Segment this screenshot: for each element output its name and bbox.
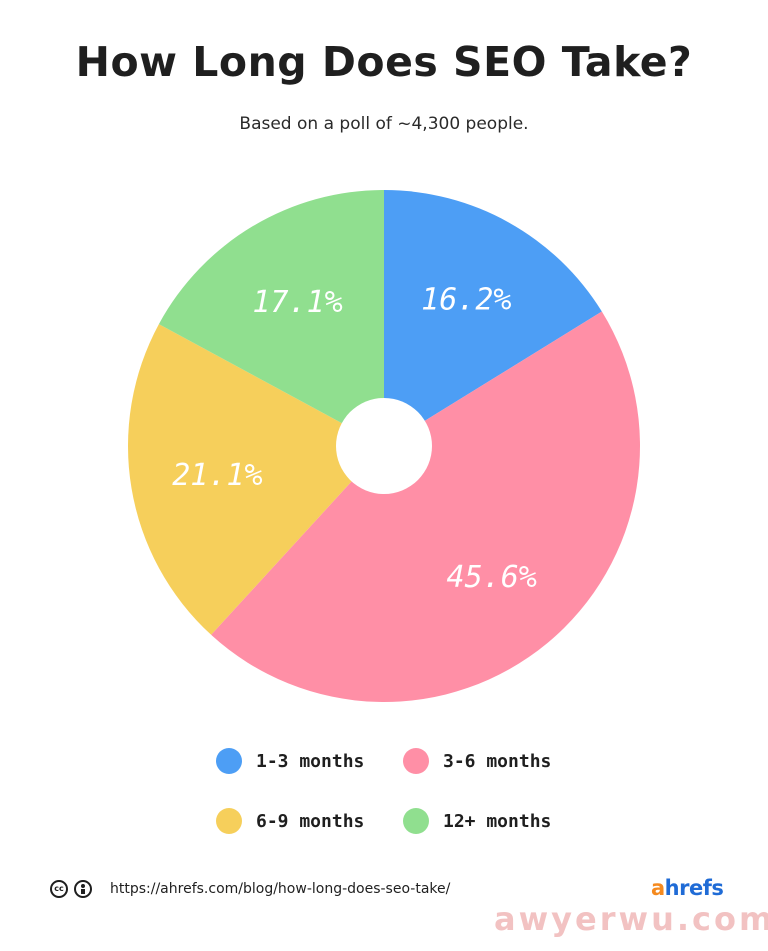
legend-item-6-9-months: 6-9 months xyxy=(216,808,364,834)
slice-label: 17.1% xyxy=(252,285,342,320)
pie-slice-6-9-months xyxy=(127,324,384,635)
legend-item-1-3-months: 1-3 months xyxy=(216,748,364,774)
legend-label: 3-6 months xyxy=(443,750,552,772)
chart-title: How Long Does SEO Take? xyxy=(75,38,693,86)
slice-label: 16.2% xyxy=(421,282,511,317)
legend-item-3-6-months: 3-6 months xyxy=(403,748,551,774)
legend-swatch xyxy=(216,808,242,834)
watermark: awyerwu.com xyxy=(494,900,768,938)
pie-slice-3-6-months xyxy=(211,311,640,702)
legend-label: 12+ months xyxy=(443,810,552,832)
legend-swatch xyxy=(403,808,429,834)
slice-label: 45.6% xyxy=(447,560,537,595)
legend-label: 1-3 months xyxy=(256,750,365,772)
legend-label: 6-9 months xyxy=(256,810,365,832)
legend-swatch xyxy=(403,748,429,774)
attribution-icon xyxy=(74,880,92,898)
ahrefs-logo: ahrefs xyxy=(651,876,724,900)
pie-center-hole xyxy=(336,398,432,494)
legend-item-12-plus-months: 12+ months xyxy=(403,808,551,834)
slice-label: 21.1% xyxy=(172,458,262,493)
pie-slice-1-3-months xyxy=(384,190,602,446)
source-url[interactable]: https://ahrefs.com/blog/how-long-does-se… xyxy=(110,881,451,897)
creative-commons-icon: cc xyxy=(50,880,68,898)
pie-slice-12-plus-months xyxy=(158,190,384,446)
chart-subtitle: Based on a poll of ~4,300 people. xyxy=(239,114,529,134)
footer: cc https://ahrefs.com/blog/how-long-does… xyxy=(50,880,450,898)
legend-swatch xyxy=(216,748,242,774)
